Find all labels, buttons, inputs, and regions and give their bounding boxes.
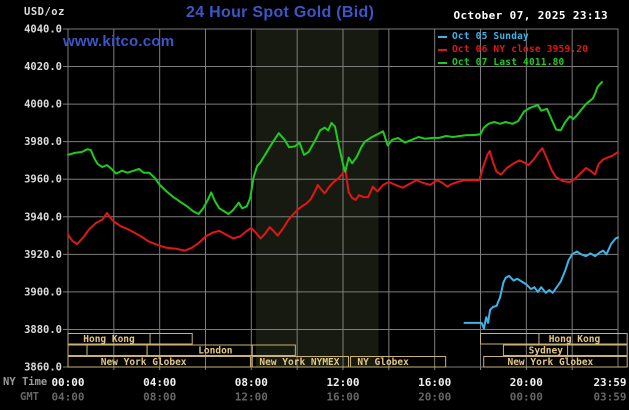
legend-label: Oct 07 Last 4011.80 [452,57,565,68]
legend-dash-icon [438,35,447,38]
y-tick-label: 3920.0 [24,249,62,261]
session-box [67,356,251,368]
session-box [251,356,349,368]
legend-dash-icon [438,48,447,51]
session-box [350,356,447,368]
gmt-row-label: GMT [20,391,39,403]
session-label: New York NYMEX [259,357,339,368]
x-tick-label-ny: 12:00 [326,376,359,389]
session-box [502,344,628,356]
legend-item-oct07: Oct 07 Last 4011.80 [438,56,588,69]
nymex-session-band [255,29,379,367]
x-tick-label-gmt: 08:00 [143,391,176,404]
legend-label: Oct 05 Sunday [452,31,529,42]
session-box [67,344,88,356]
x-tick-label-ny: 00:00 [51,376,84,389]
oct-05-sunday-line [463,236,619,330]
x-tick-label-gmt: 04:00 [51,391,84,404]
y-tick-label: 4020.0 [24,61,62,73]
y-tick-label: 3860.0 [24,362,62,374]
session-box [67,333,193,345]
page-title: 24 Hour Spot Gold (Bid) [186,4,375,21]
session-label: Sydney [529,346,564,357]
session-label: London [198,346,232,357]
x-tick-label-gmt: 03:59 [593,391,626,404]
session-box [483,356,628,368]
oct-07-line [67,81,603,215]
x-tick-label-ny: 20:00 [510,376,543,389]
oct-06-line [67,147,619,252]
session-label: New York Globex [101,357,187,368]
session-box [480,333,628,345]
x-tick-label-gmt: 12:00 [235,391,268,404]
legend-label: Oct 06 NY close 3959.20 [452,44,589,55]
session-label: NY Globex [357,357,409,368]
y-axis-unit-label: USD/oz [24,6,65,18]
y-tick-label: 3980.0 [24,136,62,148]
legend: Oct 05 Sunday Oct 06 NY close 3959.20 Oc… [438,30,588,69]
y-tick-label: 3880.0 [24,324,62,336]
y-tick-label: 3940.0 [24,211,62,223]
session-label: Hong Kong [83,334,135,345]
legend-dash-icon [438,61,447,64]
session-label: New York Globex [507,357,593,368]
y-tick-label: 3960.0 [24,174,62,186]
x-tick-label-gmt: 20:00 [418,391,451,404]
timestamp: October 07, 2025 23:13 [453,9,608,22]
y-tick-label: 4000.0 [24,99,62,111]
y-tick-label: 3900.0 [24,286,62,298]
session-label: Hong Kong [549,334,601,345]
x-tick-label-gmt: 16:00 [326,391,359,404]
legend-item-oct06: Oct 06 NY close 3959.20 [438,43,588,56]
x-tick-label-ny: 16:00 [418,376,451,389]
y-tick-label: 4040.0 [24,24,62,36]
session-box [146,344,296,356]
kitco-website-link[interactable]: www.kitco.com [63,33,175,50]
x-tick-label-ny: 23:59 [593,376,626,389]
legend-item-oct05: Oct 05 Sunday [438,30,588,43]
session-box [86,344,148,356]
x-tick-label-ny: 04:00 [143,376,176,389]
x-tick-label-ny: 08:00 [235,376,268,389]
ny-time-row-label: NY Time [3,376,48,388]
x-tick-label-gmt: 00:00 [510,391,543,404]
